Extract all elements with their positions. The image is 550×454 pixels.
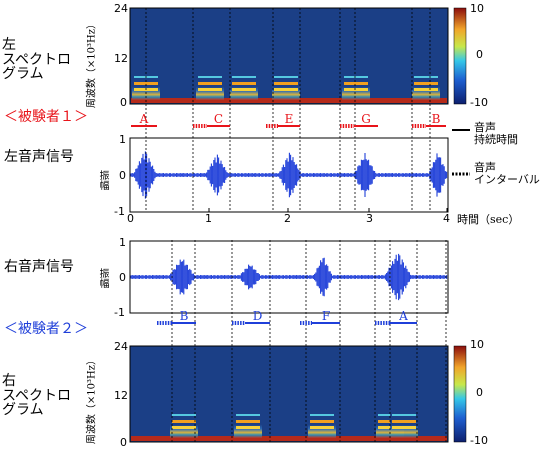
waveform-trace xyxy=(130,151,448,199)
right-signal-ytick-0: 0 xyxy=(119,271,126,284)
right-spec-title-line1: 右 xyxy=(2,373,16,389)
right-spec-ytick-24: 24 xyxy=(114,340,128,353)
seg-left-C-label: C xyxy=(214,112,223,126)
right-spectrogram-title: 右 スペクトロ グラム xyxy=(2,374,71,418)
right-signal-ytick-1: 1 xyxy=(119,236,126,249)
right-cbar-tick-neg10: -10 xyxy=(470,434,488,447)
seg-left-G-label: G xyxy=(361,112,371,126)
spec-harmonic xyxy=(134,82,158,85)
right-spec-title-line3: グラム xyxy=(2,402,44,419)
right-cbar-tick-10: 10 xyxy=(470,338,484,351)
spec-harmonic xyxy=(392,420,416,423)
left-spec-title-line2: スペクトロ xyxy=(2,51,72,68)
spec-harmonic xyxy=(274,76,298,78)
seg-left-A-label: A xyxy=(139,112,149,126)
spec-harmonic xyxy=(310,426,334,429)
left-spec-ytick-12: 12 xyxy=(114,52,128,65)
time-axis-label: 時間（sec） xyxy=(457,213,520,226)
left-signal-title: 左音声信号 xyxy=(4,149,74,165)
right-colorbar xyxy=(453,345,467,443)
spec-bottom-band xyxy=(131,436,447,441)
right-spec-title-line2: スペクトロ xyxy=(2,387,72,404)
time-tick-3: 3 xyxy=(366,212,373,225)
spec-harmonic xyxy=(236,420,260,423)
seg-right-F-label: F xyxy=(322,309,330,323)
left-spec-title-line3: グラム xyxy=(2,66,44,83)
right-signal-ytick-neg1: -1 xyxy=(114,306,125,319)
left-signal-ytick-0: 0 xyxy=(119,169,126,182)
time-tick-4: 4 xyxy=(443,212,450,225)
time-tick-1: 1 xyxy=(205,212,212,225)
legend-voice-interval: 音声 インターバル xyxy=(474,161,540,186)
right-spec-ytick-0: 0 xyxy=(120,436,127,449)
right-signal-title: 右音声信号 xyxy=(4,259,74,275)
spec-harmonic xyxy=(232,88,256,91)
right-cbar-tick-0: 0 xyxy=(476,386,483,399)
spec-harmonic xyxy=(414,82,438,85)
spec-harmonic xyxy=(198,82,222,85)
spec-harmonic xyxy=(392,426,416,429)
left-cbar-tick-neg10: -10 xyxy=(470,96,488,109)
spec-harmonic xyxy=(344,88,368,91)
spec-harmonic xyxy=(198,88,222,91)
spec-harmonic xyxy=(172,420,196,423)
spec-harmonic xyxy=(232,76,256,78)
spec-harmonic xyxy=(274,88,298,91)
spec-harmonic xyxy=(414,88,438,91)
seg-left-B-label: B xyxy=(432,112,441,126)
right-signal-ylabel: 振幅 xyxy=(97,268,108,288)
spec-harmonic xyxy=(172,414,196,416)
seg-right-D-label: D xyxy=(253,309,263,323)
left-signal-ylabel: 振幅 xyxy=(97,170,108,190)
legend-voice-duration: 音声 持続時間 xyxy=(474,121,518,146)
spec-harmonic xyxy=(344,82,368,85)
left-spec-title-line1: 左 xyxy=(2,37,16,53)
left-spec-ytick-24: 24 xyxy=(114,2,128,15)
spec-bottom-band xyxy=(131,98,447,103)
spec-harmonic xyxy=(172,426,196,429)
seg-right-B-label: B xyxy=(180,309,189,323)
spec-harmonic xyxy=(274,82,298,85)
left-signal-ytick-neg1: -1 xyxy=(114,205,125,218)
left-cbar-tick-0: 0 xyxy=(476,48,483,61)
left-spectrogram-title: 左 スペクトロ グラム xyxy=(2,38,71,82)
seg-left-E-label: E xyxy=(285,112,294,126)
spec-harmonic xyxy=(198,76,222,78)
subject1-label: ＜被験者１＞ xyxy=(4,109,88,125)
time-tick-0: 0 xyxy=(127,212,134,225)
spec-harmonic xyxy=(310,414,334,416)
left-colorbar xyxy=(453,7,467,105)
left-cbar-tick-10: 10 xyxy=(470,2,484,15)
spec-harmonic xyxy=(392,414,416,416)
spec-harmonic xyxy=(310,420,334,423)
subject2-label: ＜被験者２＞ xyxy=(4,321,88,337)
spec-harmonic xyxy=(236,414,260,416)
right-spec-ytick-12: 12 xyxy=(114,389,128,402)
left-signal-ytick-1: 1 xyxy=(119,133,126,146)
spec-harmonic xyxy=(414,76,438,78)
seg-right-A-label: A xyxy=(398,309,408,323)
spec-harmonic xyxy=(236,426,260,429)
time-tick-2: 2 xyxy=(284,212,291,225)
left-spec-ytick-0: 0 xyxy=(120,96,127,109)
spec-harmonic xyxy=(344,76,368,78)
spec-harmonic xyxy=(232,82,256,85)
